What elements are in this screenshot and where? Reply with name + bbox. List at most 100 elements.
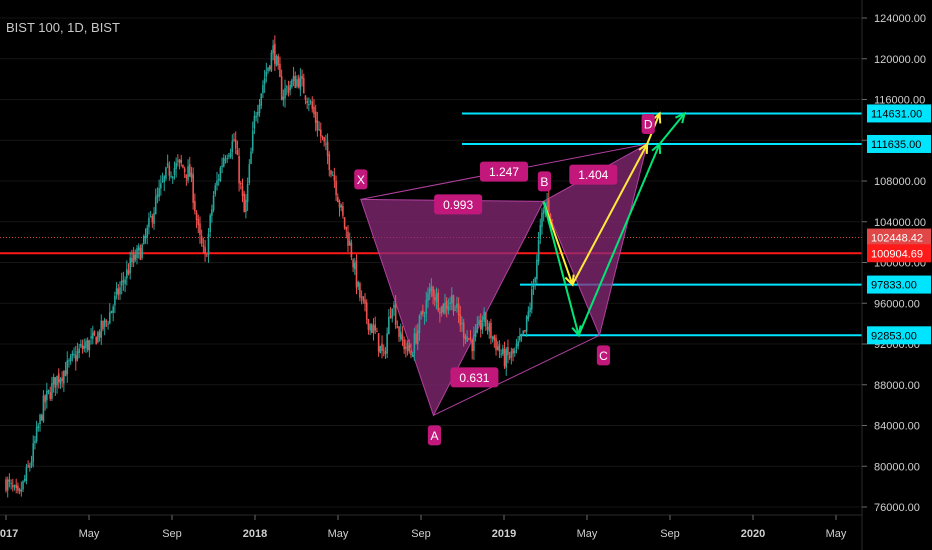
candle-body	[411, 354, 414, 357]
candle-body	[8, 479, 11, 482]
candle-body	[507, 347, 509, 356]
ratio-ac-bg	[450, 367, 499, 388]
candle-body	[483, 311, 485, 323]
green-arrow-head	[675, 111, 686, 124]
candle-body	[183, 168, 186, 173]
candle-body	[166, 163, 169, 166]
candle-body	[456, 303, 458, 308]
candle-body	[365, 302, 368, 320]
candle-body	[188, 164, 191, 177]
candle-body	[505, 349, 508, 368]
level-price-tag: 100904.69	[867, 244, 931, 263]
candle-body	[537, 240, 540, 262]
candle-body	[40, 415, 43, 421]
green-arrow-segment	[658, 112, 686, 145]
price-tick-label: 108000.00	[874, 176, 926, 188]
price-tick-label: 104000.00	[874, 217, 926, 229]
candle-body	[423, 315, 426, 317]
candle-body	[95, 336, 97, 345]
candle-body	[542, 210, 545, 214]
level-price-tag: 92853.00	[867, 326, 931, 345]
candle-body	[297, 78, 300, 88]
candle-body	[251, 130, 254, 151]
candle-body	[371, 324, 373, 334]
candle-body	[268, 65, 271, 70]
level-price-tag-bg	[867, 244, 931, 263]
candle-body	[381, 343, 383, 351]
candle-body	[207, 233, 210, 256]
candle-body	[73, 354, 75, 356]
point-label-c: C	[596, 345, 611, 366]
candle-body	[195, 212, 198, 221]
candle-body	[367, 319, 370, 330]
candle-body	[190, 172, 193, 179]
candle-body	[272, 45, 274, 54]
candle-body	[132, 253, 135, 264]
candle-body	[496, 346, 499, 351]
candle-body	[255, 115, 257, 118]
candle-body	[452, 295, 455, 312]
candle-body	[379, 345, 382, 354]
candle-body	[214, 185, 217, 195]
point-label-x-text: X	[357, 173, 365, 187]
candle-body	[302, 77, 305, 94]
price-axis[interactable]: 124000.00120000.00116000.00112000.001080…	[861, 0, 931, 550]
candle-body	[304, 95, 307, 100]
level-price-tag-bg	[867, 134, 931, 153]
candle-body	[153, 212, 155, 224]
candle-body	[68, 360, 70, 362]
ratio-xd-bg	[480, 161, 528, 182]
candle-body	[110, 310, 113, 314]
candle-body	[468, 338, 470, 340]
candle-body	[42, 395, 45, 422]
candle-body	[350, 242, 353, 258]
candle-body	[437, 292, 439, 311]
candle-body	[493, 335, 496, 341]
candle-body	[88, 340, 91, 351]
candle-body	[359, 283, 361, 298]
candle-body	[139, 248, 142, 260]
candle-body	[500, 353, 502, 355]
candle-body	[364, 299, 366, 304]
candle-body	[35, 427, 38, 442]
candle-body	[160, 183, 162, 189]
candle-body	[444, 302, 446, 314]
candle-body	[200, 236, 203, 244]
candle-body	[78, 348, 80, 354]
candle-body	[71, 353, 74, 356]
candle-body	[66, 360, 69, 375]
yellow-arrow-segment	[571, 143, 649, 286]
candle-body	[136, 248, 138, 259]
candle-body	[330, 170, 332, 175]
ratio-ac: 0.631	[450, 367, 499, 388]
candle-body	[236, 149, 239, 155]
level-price-tag-text: 111635.00	[871, 139, 921, 151]
candle-body	[83, 345, 86, 349]
ratio-xb-bg	[434, 194, 483, 215]
candle-body	[102, 320, 104, 330]
candle-body	[119, 287, 121, 295]
candle-body	[308, 104, 310, 106]
candle-body	[98, 331, 101, 338]
candle-body	[122, 280, 125, 282]
point-label-x-bg	[354, 169, 368, 190]
candle-body	[469, 337, 472, 340]
candle-body	[551, 219, 553, 221]
candle-body	[357, 282, 360, 287]
level-price-tag: 97833.00	[867, 275, 931, 294]
candle-body	[301, 75, 303, 79]
candle-body	[479, 320, 482, 330]
candle-body	[129, 257, 132, 273]
time-axis[interactable]: 2017 May Sep 2018 May Sep 2019 May Sep 2020 May	[0, 514, 862, 540]
candle-body	[539, 224, 542, 239]
candle-body	[428, 288, 431, 294]
candle-body	[131, 257, 133, 262]
candle-body	[171, 176, 174, 179]
candle-body	[240, 183, 242, 185]
candle-body	[425, 300, 428, 315]
candle-body	[18, 489, 21, 492]
candle-body	[389, 316, 392, 318]
candle-body	[391, 308, 394, 319]
candle-body	[219, 167, 222, 181]
